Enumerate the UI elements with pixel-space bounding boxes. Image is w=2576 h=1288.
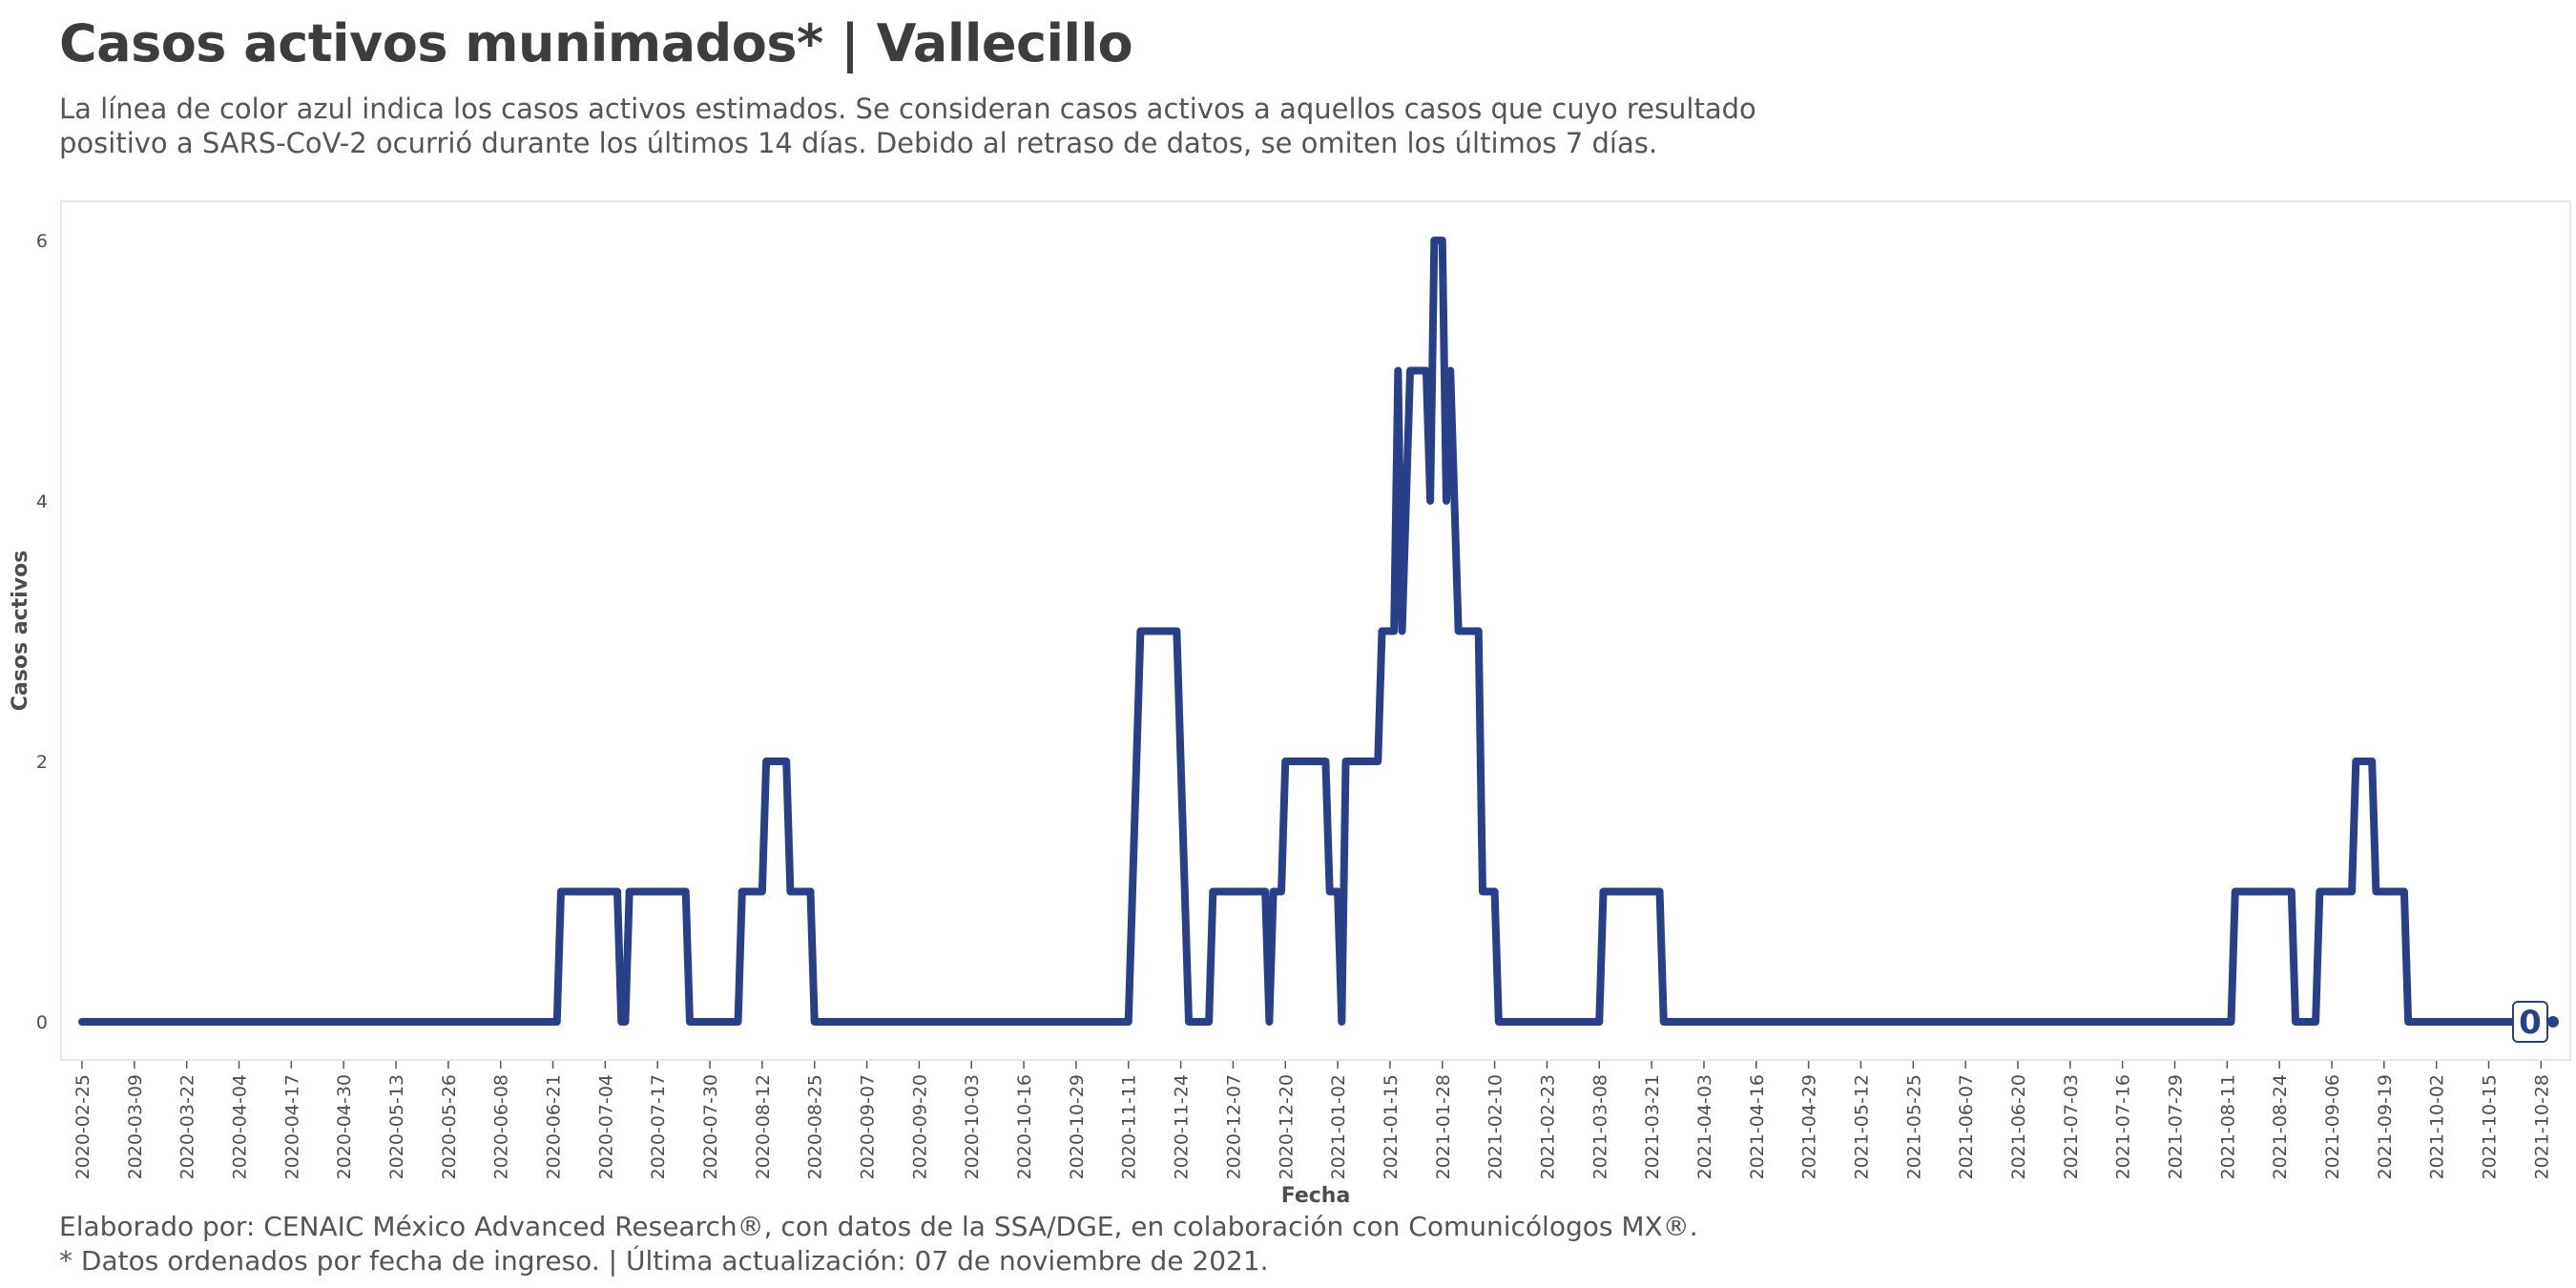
x-tick-label: 2020-04-17 bbox=[281, 1074, 302, 1179]
series-layer bbox=[78, 237, 2557, 1026]
x-tick-label: 2020-08-25 bbox=[805, 1074, 826, 1179]
x-tick-label: 2021-08-24 bbox=[2270, 1074, 2291, 1179]
x-tick-label: 2020-03-22 bbox=[177, 1074, 198, 1179]
caption: Elaborado por: CENAIC México Advanced Re… bbox=[59, 1210, 1698, 1278]
x-tick-label: 2021-09-06 bbox=[2322, 1074, 2343, 1179]
x-tick-label: 2020-02-25 bbox=[73, 1074, 93, 1179]
x-tick-label: 2020-04-04 bbox=[230, 1074, 251, 1179]
end-point bbox=[2547, 1016, 2559, 1028]
y-axis-ticks: 0 2 4 6 bbox=[36, 231, 48, 1033]
caption-line-2: * Datos ordenados por fecha de ingreso. … bbox=[59, 1245, 1269, 1277]
x-tick-label: 2021-10-28 bbox=[2531, 1074, 2552, 1179]
x-tick-label: 2021-01-15 bbox=[1381, 1074, 1402, 1179]
x-tick-label: 2021-03-08 bbox=[1589, 1074, 1610, 1179]
x-tick-label: 2021-01-28 bbox=[1433, 1074, 1454, 1179]
page-title: Casos activos munimados* | Vallecillo bbox=[59, 13, 1133, 73]
x-tick-label: 2020-06-08 bbox=[491, 1074, 512, 1179]
y-tick-label: 4 bbox=[36, 491, 48, 512]
caption-line-1: Elaborado por: CENAIC México Advanced Re… bbox=[59, 1211, 1698, 1242]
series-line bbox=[78, 237, 2557, 1026]
x-tick-label: 2020-10-16 bbox=[1014, 1074, 1035, 1179]
x-tick-label: 2021-02-23 bbox=[1537, 1074, 1558, 1179]
x-tick-label: 2020-05-26 bbox=[439, 1074, 460, 1179]
end-value-box bbox=[2512, 1001, 2548, 1043]
x-tick-label: 2021-04-29 bbox=[1799, 1074, 1820, 1179]
x-tick-label: 2021-06-07 bbox=[1956, 1074, 1977, 1179]
x-tick-label: 2021-08-11 bbox=[2217, 1074, 2238, 1179]
x-axis-ticks: 2020-02-25 2020-03-09 2020-03-22 2020-04-04… bbox=[73, 1061, 2552, 1179]
x-tick-label: 2020-09-20 bbox=[909, 1074, 930, 1179]
x-tick-label: 2020-10-29 bbox=[1067, 1074, 1088, 1179]
x-tick-label: 2021-10-02 bbox=[2427, 1074, 2448, 1179]
y-axis-title: Casos activos bbox=[9, 551, 32, 711]
x-tick-label: 2021-01-02 bbox=[1328, 1074, 1349, 1179]
x-tick-label: 2021-07-16 bbox=[2113, 1074, 2134, 1179]
x-tick-label: 2021-03-21 bbox=[1642, 1074, 1663, 1179]
x-tick-label: 2021-05-25 bbox=[1903, 1074, 1924, 1179]
end-label-layer: 0 bbox=[2512, 1001, 2559, 1043]
x-tick-label: 2020-09-07 bbox=[858, 1074, 879, 1179]
x-tick-label: 2021-06-20 bbox=[2008, 1074, 2029, 1179]
x-tick-label: 2021-04-16 bbox=[1747, 1074, 1768, 1179]
x-tick-label: 2021-07-29 bbox=[2165, 1074, 2186, 1179]
x-tick-label: 2020-05-13 bbox=[386, 1074, 407, 1179]
x-tick-label: 2020-10-03 bbox=[962, 1074, 983, 1179]
x-tick-label: 2020-11-11 bbox=[1119, 1074, 1140, 1179]
y-tick-label: 0 bbox=[36, 1012, 48, 1033]
x-tick-label: 2020-06-21 bbox=[544, 1074, 565, 1179]
plot-panel bbox=[60, 200, 2571, 1061]
end-value-label: 0 bbox=[2519, 1004, 2542, 1042]
x-tick-label: 2020-08-12 bbox=[753, 1074, 774, 1179]
y-tick-label: 2 bbox=[36, 752, 48, 773]
subtitle: La línea de color azul indica los casos … bbox=[59, 93, 1756, 159]
x-tick-label: 2020-11-24 bbox=[1172, 1074, 1193, 1179]
x-tick-label: 2021-05-12 bbox=[1851, 1074, 1872, 1179]
x-tick-label: 2021-10-15 bbox=[2480, 1074, 2501, 1179]
x-tick-label: 2020-12-07 bbox=[1223, 1074, 1244, 1179]
x-tick-label: 2021-09-19 bbox=[2375, 1074, 2396, 1179]
x-tick-label: 2020-12-20 bbox=[1276, 1074, 1297, 1179]
x-tick-label: 2020-07-17 bbox=[648, 1074, 669, 1179]
x-axis-title: Fecha bbox=[1281, 1184, 1351, 1208]
x-tick-label: 2020-03-09 bbox=[125, 1074, 146, 1179]
x-tick-label: 2021-07-03 bbox=[2061, 1074, 2082, 1179]
x-tick-label: 2021-02-10 bbox=[1485, 1074, 1506, 1179]
y-tick-label: 6 bbox=[36, 231, 48, 252]
x-tick-label: 2020-07-04 bbox=[595, 1074, 616, 1179]
x-tick-label: 2020-04-30 bbox=[334, 1074, 355, 1179]
x-tick-label: 2021-04-03 bbox=[1694, 1074, 1715, 1179]
x-tick-label: 2020-07-30 bbox=[700, 1074, 721, 1179]
